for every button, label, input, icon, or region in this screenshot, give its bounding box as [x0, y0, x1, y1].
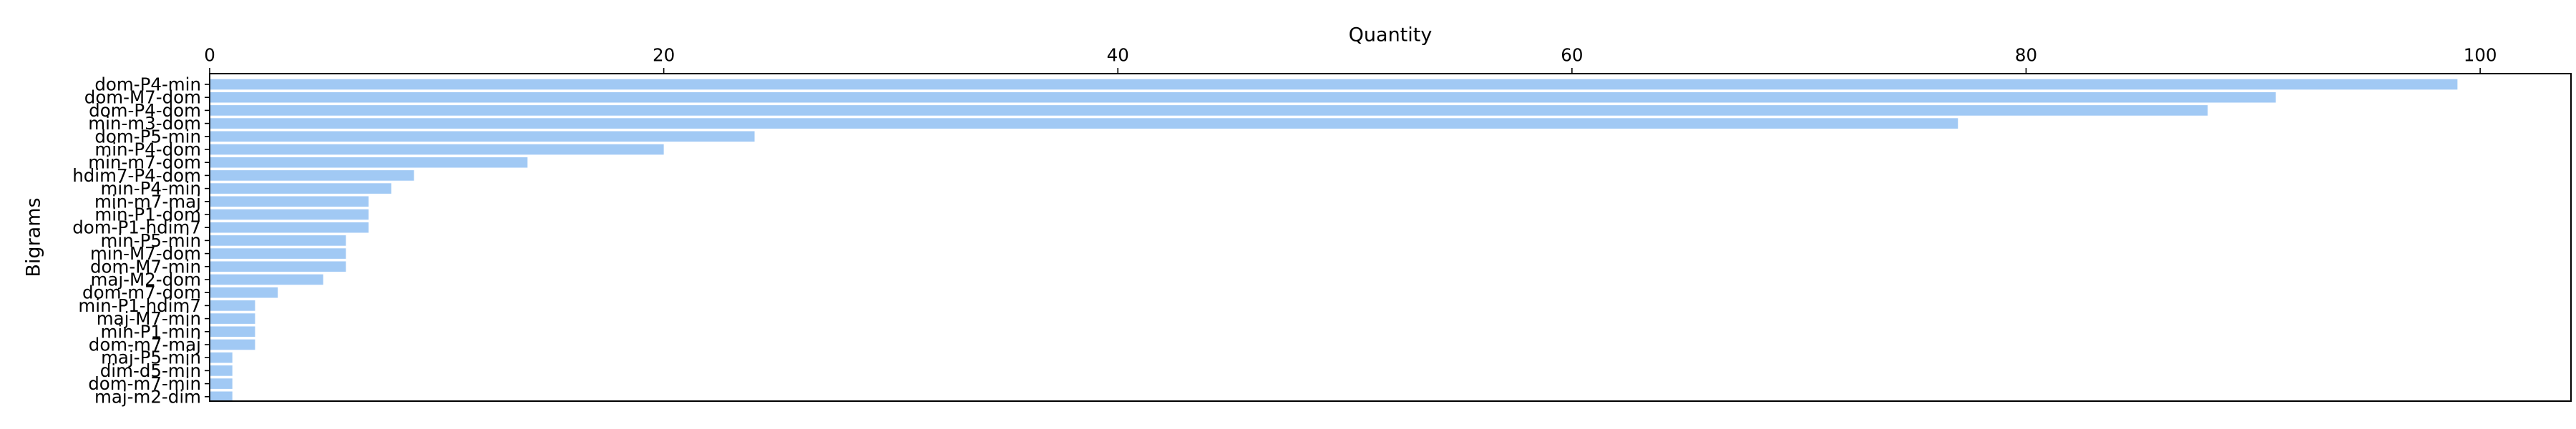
bar-min-m3-dom: [210, 118, 1958, 129]
bar-min-m7-maj: [210, 196, 369, 207]
bar-min-P1-min: [210, 326, 255, 337]
y-tick-label: min-M7-dom: [90, 243, 201, 264]
y-tick-label: dom-m7-dom: [82, 282, 201, 303]
bar-dom-m7-maj: [210, 339, 255, 350]
y-tick-label: dom-m7-min: [88, 373, 201, 394]
bar-maj-M7-min: [210, 313, 255, 324]
y-tick-label: maj-M7-min: [97, 308, 201, 329]
bar-maj-M2-dom: [210, 274, 323, 285]
x-tick-label: 80: [2015, 45, 2037, 66]
y-tick-label: min-m7-maj: [94, 191, 201, 212]
bar-hdim7-P4-dom: [210, 170, 414, 181]
bar-min-m7-dom: [210, 157, 528, 168]
bar-dom-P4-dom: [210, 105, 2208, 116]
y-tick-label: maj-m2-dim: [94, 386, 201, 407]
y-tick-label: hdim7-P4-dom: [72, 165, 201, 186]
bar-dom-m7-dom: [210, 287, 278, 298]
y-tick-label: min-P1-min: [101, 321, 201, 342]
y-tick-label: min-P4-min: [101, 178, 201, 199]
bar-dim-d5-min: [210, 365, 233, 376]
x-tick-label: 0: [204, 45, 215, 66]
y-tick-label: min-P1-hdim7: [78, 295, 201, 316]
y-tick-label: maj-M2-dom: [90, 270, 201, 290]
y-tick-label: dom-M7-min: [90, 256, 201, 277]
x-tick-label: 100: [2464, 45, 2497, 66]
bar-min-P4-dom: [210, 144, 664, 155]
bar-min-P4-min: [210, 183, 391, 194]
y-tick-label: dom-P4-min: [94, 74, 201, 95]
bar-dom-m7-min: [210, 378, 233, 389]
y-axis: dom-P4-mindom-M7-domdom-P4-dommin-m3-dom…: [72, 74, 210, 407]
bar-min-M7-dom: [210, 248, 346, 259]
bar-min-P1-dom: [210, 209, 369, 220]
x-axis: 0 20 40 60 80 100: [204, 45, 2497, 74]
y-tick-label: maj-P5-min: [101, 347, 201, 368]
bars-layer: [210, 79, 2458, 403]
y-tick-label: dom-M7-dom: [84, 87, 201, 108]
bar-min-P5-min: [210, 235, 346, 246]
x-tick-label: 20: [653, 45, 675, 66]
bar-min-P1-hdim7: [210, 300, 255, 311]
y-tick-label: min-P4-dom: [94, 139, 201, 160]
bar-maj-P5-min: [210, 352, 233, 363]
bar-dom-P5-min: [210, 131, 755, 142]
plot-frame: [209, 73, 2572, 402]
bar-dom-M7-dom: [210, 92, 2276, 103]
bar-dom-P4-min: [210, 79, 2458, 90]
x-tick-label: 60: [1561, 45, 1583, 66]
y-tick-label: dim-d5-min: [100, 360, 201, 381]
y-tick-label: min-P5-min: [101, 230, 201, 251]
y-tick-label: dom-P5-min: [94, 126, 201, 147]
x-tick-label: 40: [1107, 45, 1129, 66]
bar-dom-P1-hdim7: [210, 222, 369, 233]
y-tick-label: dom-P1-hdim7: [72, 217, 201, 238]
bar-dom-M7-min: [210, 261, 346, 272]
y-axis-title: Bigrams: [23, 197, 45, 277]
y-tick-label: dom-m7-maj: [89, 335, 201, 355]
y-tick-label: min-m7-dom: [88, 152, 201, 173]
y-tick-label: dom-P4-dom: [89, 100, 201, 121]
x-axis-title: Quantity: [1349, 24, 1433, 46]
bar-maj-m2-dim: [210, 391, 233, 403]
y-tick-label: min-m3-dom: [88, 113, 201, 134]
y-tick-label: min-P1-dom: [94, 204, 201, 225]
